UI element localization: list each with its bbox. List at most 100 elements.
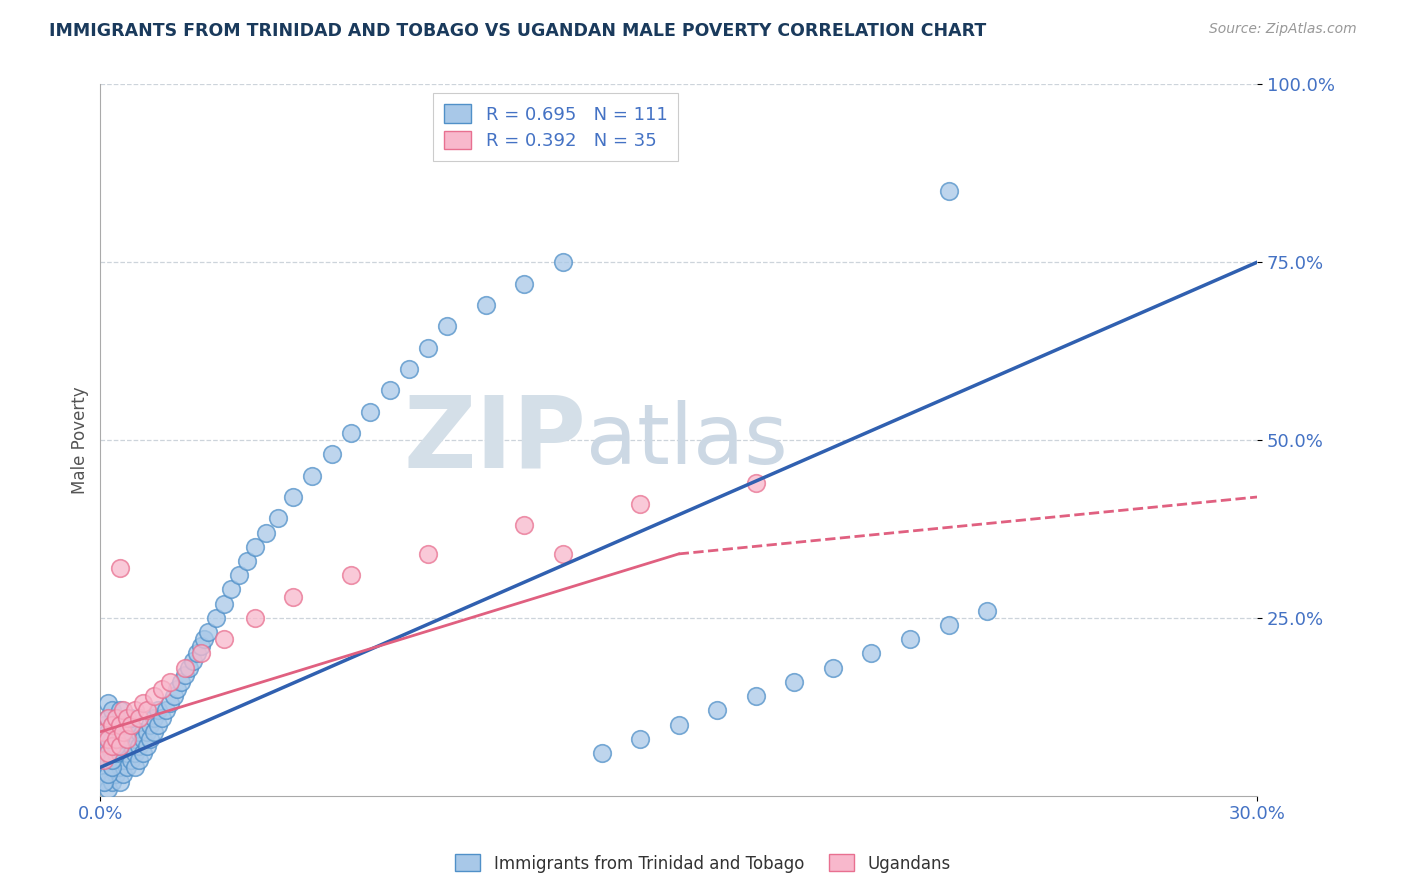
Point	[321, 447, 343, 461]
Point	[243, 540, 266, 554]
Point	[860, 647, 883, 661]
Point	[112, 753, 135, 767]
Point	[706, 703, 728, 717]
Point	[628, 497, 651, 511]
Point	[228, 568, 250, 582]
Point	[359, 404, 381, 418]
Point	[745, 689, 768, 703]
Point	[117, 746, 139, 760]
Point	[143, 689, 166, 703]
Point	[117, 710, 139, 724]
Point	[143, 710, 166, 724]
Legend: Immigrants from Trinidad and Tobago, Ugandans: Immigrants from Trinidad and Tobago, Uga…	[449, 847, 957, 880]
Point	[108, 703, 131, 717]
Point	[108, 717, 131, 731]
Point	[243, 611, 266, 625]
Point	[177, 661, 200, 675]
Point	[976, 604, 998, 618]
Point	[104, 767, 127, 781]
Point	[221, 582, 243, 597]
Point	[112, 724, 135, 739]
Point	[112, 724, 135, 739]
Point	[124, 746, 146, 760]
Point	[117, 731, 139, 746]
Point	[783, 675, 806, 690]
Text: atlas: atlas	[586, 400, 787, 481]
Point	[97, 724, 120, 739]
Point	[101, 760, 124, 774]
Point	[150, 681, 173, 696]
Point	[170, 675, 193, 690]
Point	[108, 774, 131, 789]
Point	[104, 753, 127, 767]
Point	[128, 710, 150, 724]
Point	[143, 724, 166, 739]
Point	[513, 518, 536, 533]
Point	[108, 760, 131, 774]
Point	[112, 703, 135, 717]
Point	[135, 703, 157, 717]
Point	[108, 731, 131, 746]
Point	[190, 640, 212, 654]
Point	[104, 739, 127, 753]
Point	[128, 753, 150, 767]
Point	[108, 739, 131, 753]
Point	[436, 319, 458, 334]
Point	[340, 425, 363, 440]
Point	[162, 689, 184, 703]
Point	[97, 710, 120, 724]
Point	[398, 362, 420, 376]
Point	[378, 384, 401, 398]
Point	[132, 731, 155, 746]
Point	[108, 561, 131, 575]
Point	[628, 731, 651, 746]
Point	[281, 590, 304, 604]
Point	[93, 774, 115, 789]
Point	[97, 767, 120, 781]
Text: IMMIGRANTS FROM TRINIDAD AND TOBAGO VS UGANDAN MALE POVERTY CORRELATION CHART: IMMIGRANTS FROM TRINIDAD AND TOBAGO VS U…	[49, 22, 987, 40]
Point	[101, 739, 124, 753]
Point	[101, 731, 124, 746]
Point	[117, 760, 139, 774]
Point	[97, 710, 120, 724]
Point	[93, 717, 115, 731]
Point	[513, 277, 536, 291]
Point	[281, 490, 304, 504]
Point	[117, 717, 139, 731]
Y-axis label: Male Poverty: Male Poverty	[72, 386, 89, 494]
Point	[108, 731, 131, 746]
Point	[190, 647, 212, 661]
Point	[120, 724, 142, 739]
Point	[551, 547, 574, 561]
Point	[104, 710, 127, 724]
Point	[93, 746, 115, 760]
Point	[93, 731, 115, 746]
Point	[117, 717, 139, 731]
Point	[340, 568, 363, 582]
Point	[148, 703, 170, 717]
Point	[112, 724, 135, 739]
Point	[112, 767, 135, 781]
Point	[174, 661, 197, 675]
Point	[551, 255, 574, 269]
Legend: R = 0.695   N = 111, R = 0.392   N = 35: R = 0.695 N = 111, R = 0.392 N = 35	[433, 94, 678, 161]
Point	[93, 724, 115, 739]
Point	[101, 717, 124, 731]
Point	[104, 739, 127, 753]
Point	[112, 739, 135, 753]
Point	[132, 746, 155, 760]
Point	[97, 753, 120, 767]
Point	[93, 774, 115, 789]
Point	[236, 554, 259, 568]
Point	[159, 696, 181, 710]
Point	[174, 668, 197, 682]
Point	[101, 774, 124, 789]
Point	[124, 703, 146, 717]
Point	[416, 341, 439, 355]
Point	[475, 298, 498, 312]
Point	[938, 184, 960, 198]
Point	[120, 710, 142, 724]
Point	[181, 654, 204, 668]
Point	[148, 717, 170, 731]
Point	[124, 760, 146, 774]
